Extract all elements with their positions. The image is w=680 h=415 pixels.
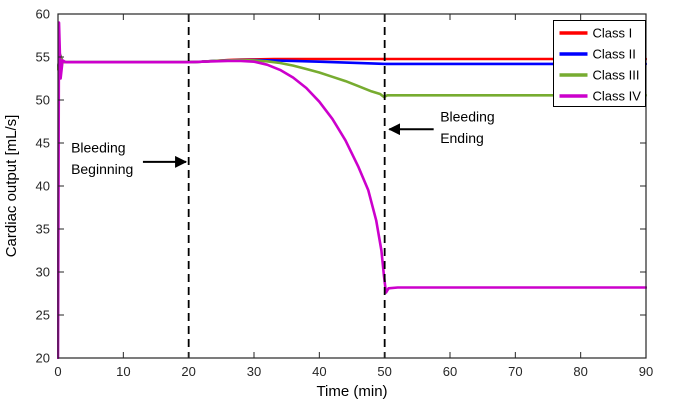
y-tick-label: 20 [36,351,50,366]
x-tick-label: 50 [377,364,391,379]
annotation-text: Bleeding [71,139,126,155]
y-tick-label: 60 [36,7,50,22]
legend-item-class-i: Class I [559,26,633,41]
x-tick-label: 30 [247,364,261,379]
x-tick-label: 0 [54,364,61,379]
x-tick-label: 80 [573,364,587,379]
x-tick-label: 10 [116,364,130,379]
y-tick-label: 25 [36,308,50,323]
legend: Class I Class II Class III Class IV [553,20,646,107]
annotation-text: Bleeding [440,109,495,125]
annotation-text: Beginning [71,161,133,177]
annotation-bleeding-ending: Bleeding Ending [388,109,495,146]
y-tick-label: 30 [36,265,50,280]
series-line-class-iv [57,21,647,359]
legend-item-class-iii: Class III [559,68,640,83]
x-tick-label: 90 [639,364,653,379]
annotation-bleeding-beginning: Bleeding Beginning [71,139,188,177]
x-tick-label: 60 [443,364,457,379]
legend-label: Class III [593,68,640,83]
legend-item-class-iv: Class IV [559,89,642,104]
legend-item-class-ii: Class II [559,47,636,62]
y-tick-label: 45 [36,136,50,151]
y-tick-label: 50 [36,93,50,108]
x-tick-label: 70 [508,364,522,379]
y-axis-label: Cardiac output [mL/s] [3,115,20,258]
x-tick-label: 40 [312,364,326,379]
legend-label: Class I [593,26,633,41]
x-tick-label: 20 [181,364,195,379]
y-tick-label: 55 [36,50,50,65]
legend-box [553,20,646,107]
plot-area [58,14,646,358]
y-tick-label: 35 [36,222,50,237]
annotation-text: Ending [440,130,484,146]
y-tick-label: 40 [36,179,50,194]
legend-label: Class II [593,47,636,62]
legend-label: Class IV [593,89,642,104]
x-axis-label: Time (min) [316,383,387,400]
